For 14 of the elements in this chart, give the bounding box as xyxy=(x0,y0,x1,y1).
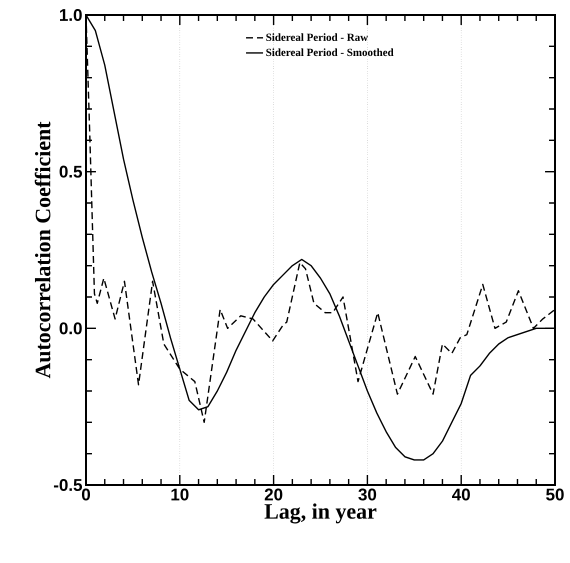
y-tick-label: 1.0 xyxy=(60,8,82,21)
x-tick-label: 50 xyxy=(546,488,564,501)
x-axis-title: Lag, in year xyxy=(264,503,376,524)
y-axis-title: Autocorrelation Coefficient xyxy=(34,122,50,378)
x-tick-label: 20 xyxy=(264,488,282,501)
legend-label: Sidereal Period - Raw xyxy=(266,33,368,41)
x-tick-label: 0 xyxy=(82,488,90,501)
y-tick-label: 0.0 xyxy=(60,322,82,334)
legend-label: Sidereal Period - Smoothed xyxy=(266,48,394,56)
x-tick-label: 30 xyxy=(358,488,376,501)
y-tick-label: 0.5 xyxy=(60,166,82,178)
x-tick-label: 40 xyxy=(452,488,470,501)
y-tick-label: -0.5 xyxy=(54,479,82,491)
x-tick-label: 10 xyxy=(171,488,189,501)
